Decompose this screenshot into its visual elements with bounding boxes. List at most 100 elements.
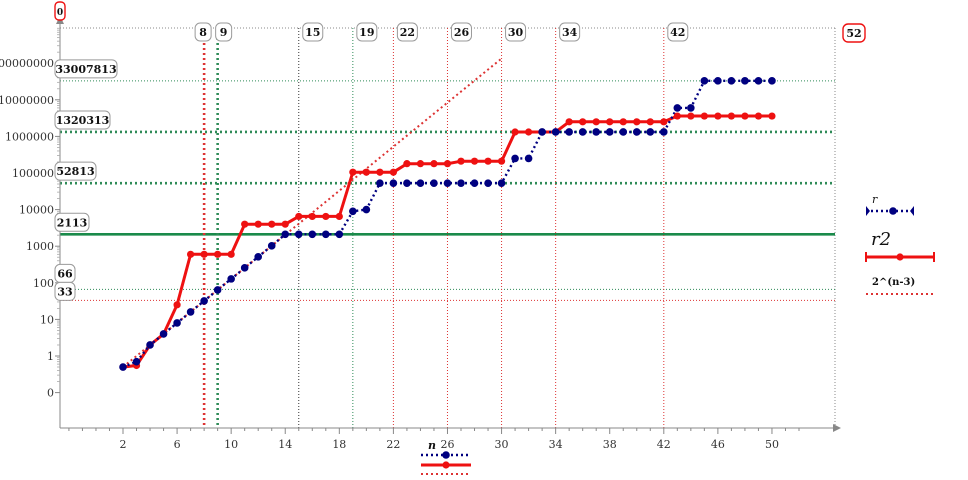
r-point (200, 297, 208, 305)
y-tick-label: 10000 (19, 204, 54, 217)
r-point (389, 179, 398, 187)
h-ref-tag-33007813-box (54, 59, 118, 79)
r2-point (646, 118, 654, 126)
r-point (660, 128, 668, 136)
v-ref-tag-30-box (505, 22, 527, 42)
r-point (119, 363, 127, 371)
r-point (267, 242, 276, 250)
y-tick-label: 10000000 (0, 94, 54, 107)
v-ref-tag-26-box (450, 22, 472, 42)
r-point (213, 286, 222, 294)
r-point (538, 128, 546, 136)
x-tick-label: 50 (765, 438, 779, 451)
r-point (403, 179, 411, 187)
r-point (768, 77, 776, 85)
x-tick-label: 18 (332, 438, 346, 451)
r2-point (673, 112, 681, 120)
y-tick-label: 0 (47, 387, 54, 400)
v-ref-tag-15-box (302, 22, 324, 42)
r-point (578, 128, 587, 136)
r-point (687, 104, 695, 112)
x-tick-label: 42 (657, 438, 671, 451)
h-ref-tag-52813: 52813 (56, 165, 94, 178)
r-point (700, 77, 709, 85)
r-point (281, 230, 290, 239)
r-point (159, 330, 168, 338)
r2-point (579, 118, 587, 126)
r2-point (200, 250, 208, 258)
r2-point (349, 168, 357, 176)
r-point (416, 179, 425, 187)
x-tick-label: 46 (711, 438, 725, 451)
legend-label-2n3: 2^(n-3) (872, 277, 915, 288)
x-tick-label: 26 (440, 438, 454, 451)
corner-tag-right: 52 (846, 27, 861, 40)
v-ref-tag-30: 30 (508, 26, 524, 39)
x-tick-label: 34 (549, 438, 563, 451)
r-point (349, 207, 357, 216)
legend-end-r-left (866, 206, 870, 216)
r-point (335, 230, 344, 239)
r-point (524, 154, 533, 163)
legend-marker-r (889, 207, 897, 215)
y-tick-label: 100000000 (0, 57, 54, 70)
y-tick-label: 1000000 (5, 130, 54, 143)
y-tick-label: 10 (40, 313, 54, 326)
r2-point (443, 160, 452, 168)
r2-point (700, 112, 708, 120)
r2-point (511, 128, 519, 136)
r-point (551, 128, 560, 136)
x-tick-label: 30 (495, 438, 509, 451)
r2-point (660, 118, 668, 126)
r2-point (768, 112, 776, 120)
r2-point (241, 220, 249, 228)
v-ref-tag-22: 22 (400, 26, 415, 39)
x-tick-label: 2 (120, 438, 127, 451)
y-tick-label: 1000 (26, 240, 54, 253)
r2-point (227, 250, 235, 258)
legend-label-r2: r2 (871, 229, 891, 250)
r2-point (714, 112, 722, 120)
r-point (497, 179, 506, 187)
r-point (254, 253, 262, 261)
r2-point (362, 168, 370, 176)
corner-tag-left: 0 (57, 8, 63, 18)
h-ref-tag-66: 66 (57, 267, 73, 280)
r2-point (687, 112, 695, 120)
r-point (362, 205, 371, 214)
r-point (132, 357, 141, 366)
h-ref-tag-1320313: 1320313 (56, 114, 110, 127)
x-tick-label: 38 (603, 438, 617, 451)
x-tick-label: 22 (386, 438, 400, 451)
v-ref-tag-19: 19 (359, 26, 374, 39)
r-point (741, 77, 749, 85)
h-ref-tag-52813-box (54, 161, 97, 181)
h-ref-tag-2113: 2113 (57, 216, 88, 229)
r2-point (322, 212, 330, 221)
h-ref-tag-33007813: 33007813 (55, 63, 116, 76)
r-point (565, 128, 573, 136)
r2-point (389, 168, 397, 176)
h-ref-tag-33: 33 (57, 285, 72, 298)
r-point (322, 230, 330, 239)
v-ref-tag-42-box (667, 22, 689, 42)
r-point (511, 154, 519, 163)
r2-point (335, 212, 343, 221)
legend-marker-r2 (896, 253, 904, 261)
r-point (146, 341, 154, 349)
r-point (619, 128, 628, 136)
r-point (754, 77, 763, 85)
y-tick-label: 100000 (12, 167, 54, 180)
r2-point (268, 220, 276, 228)
r-point (173, 319, 181, 327)
r2-point (633, 118, 641, 126)
series-line-2n3 (122, 57, 503, 368)
y-tick-label: 100 (33, 277, 54, 290)
r-point (470, 179, 479, 187)
r2-point (457, 157, 465, 165)
v-ref-tag-9-box (215, 22, 233, 42)
r-point (632, 128, 641, 136)
bottom-marker-r2 (442, 461, 450, 469)
r-point (714, 77, 722, 85)
x-tick-label: 6 (174, 438, 181, 451)
